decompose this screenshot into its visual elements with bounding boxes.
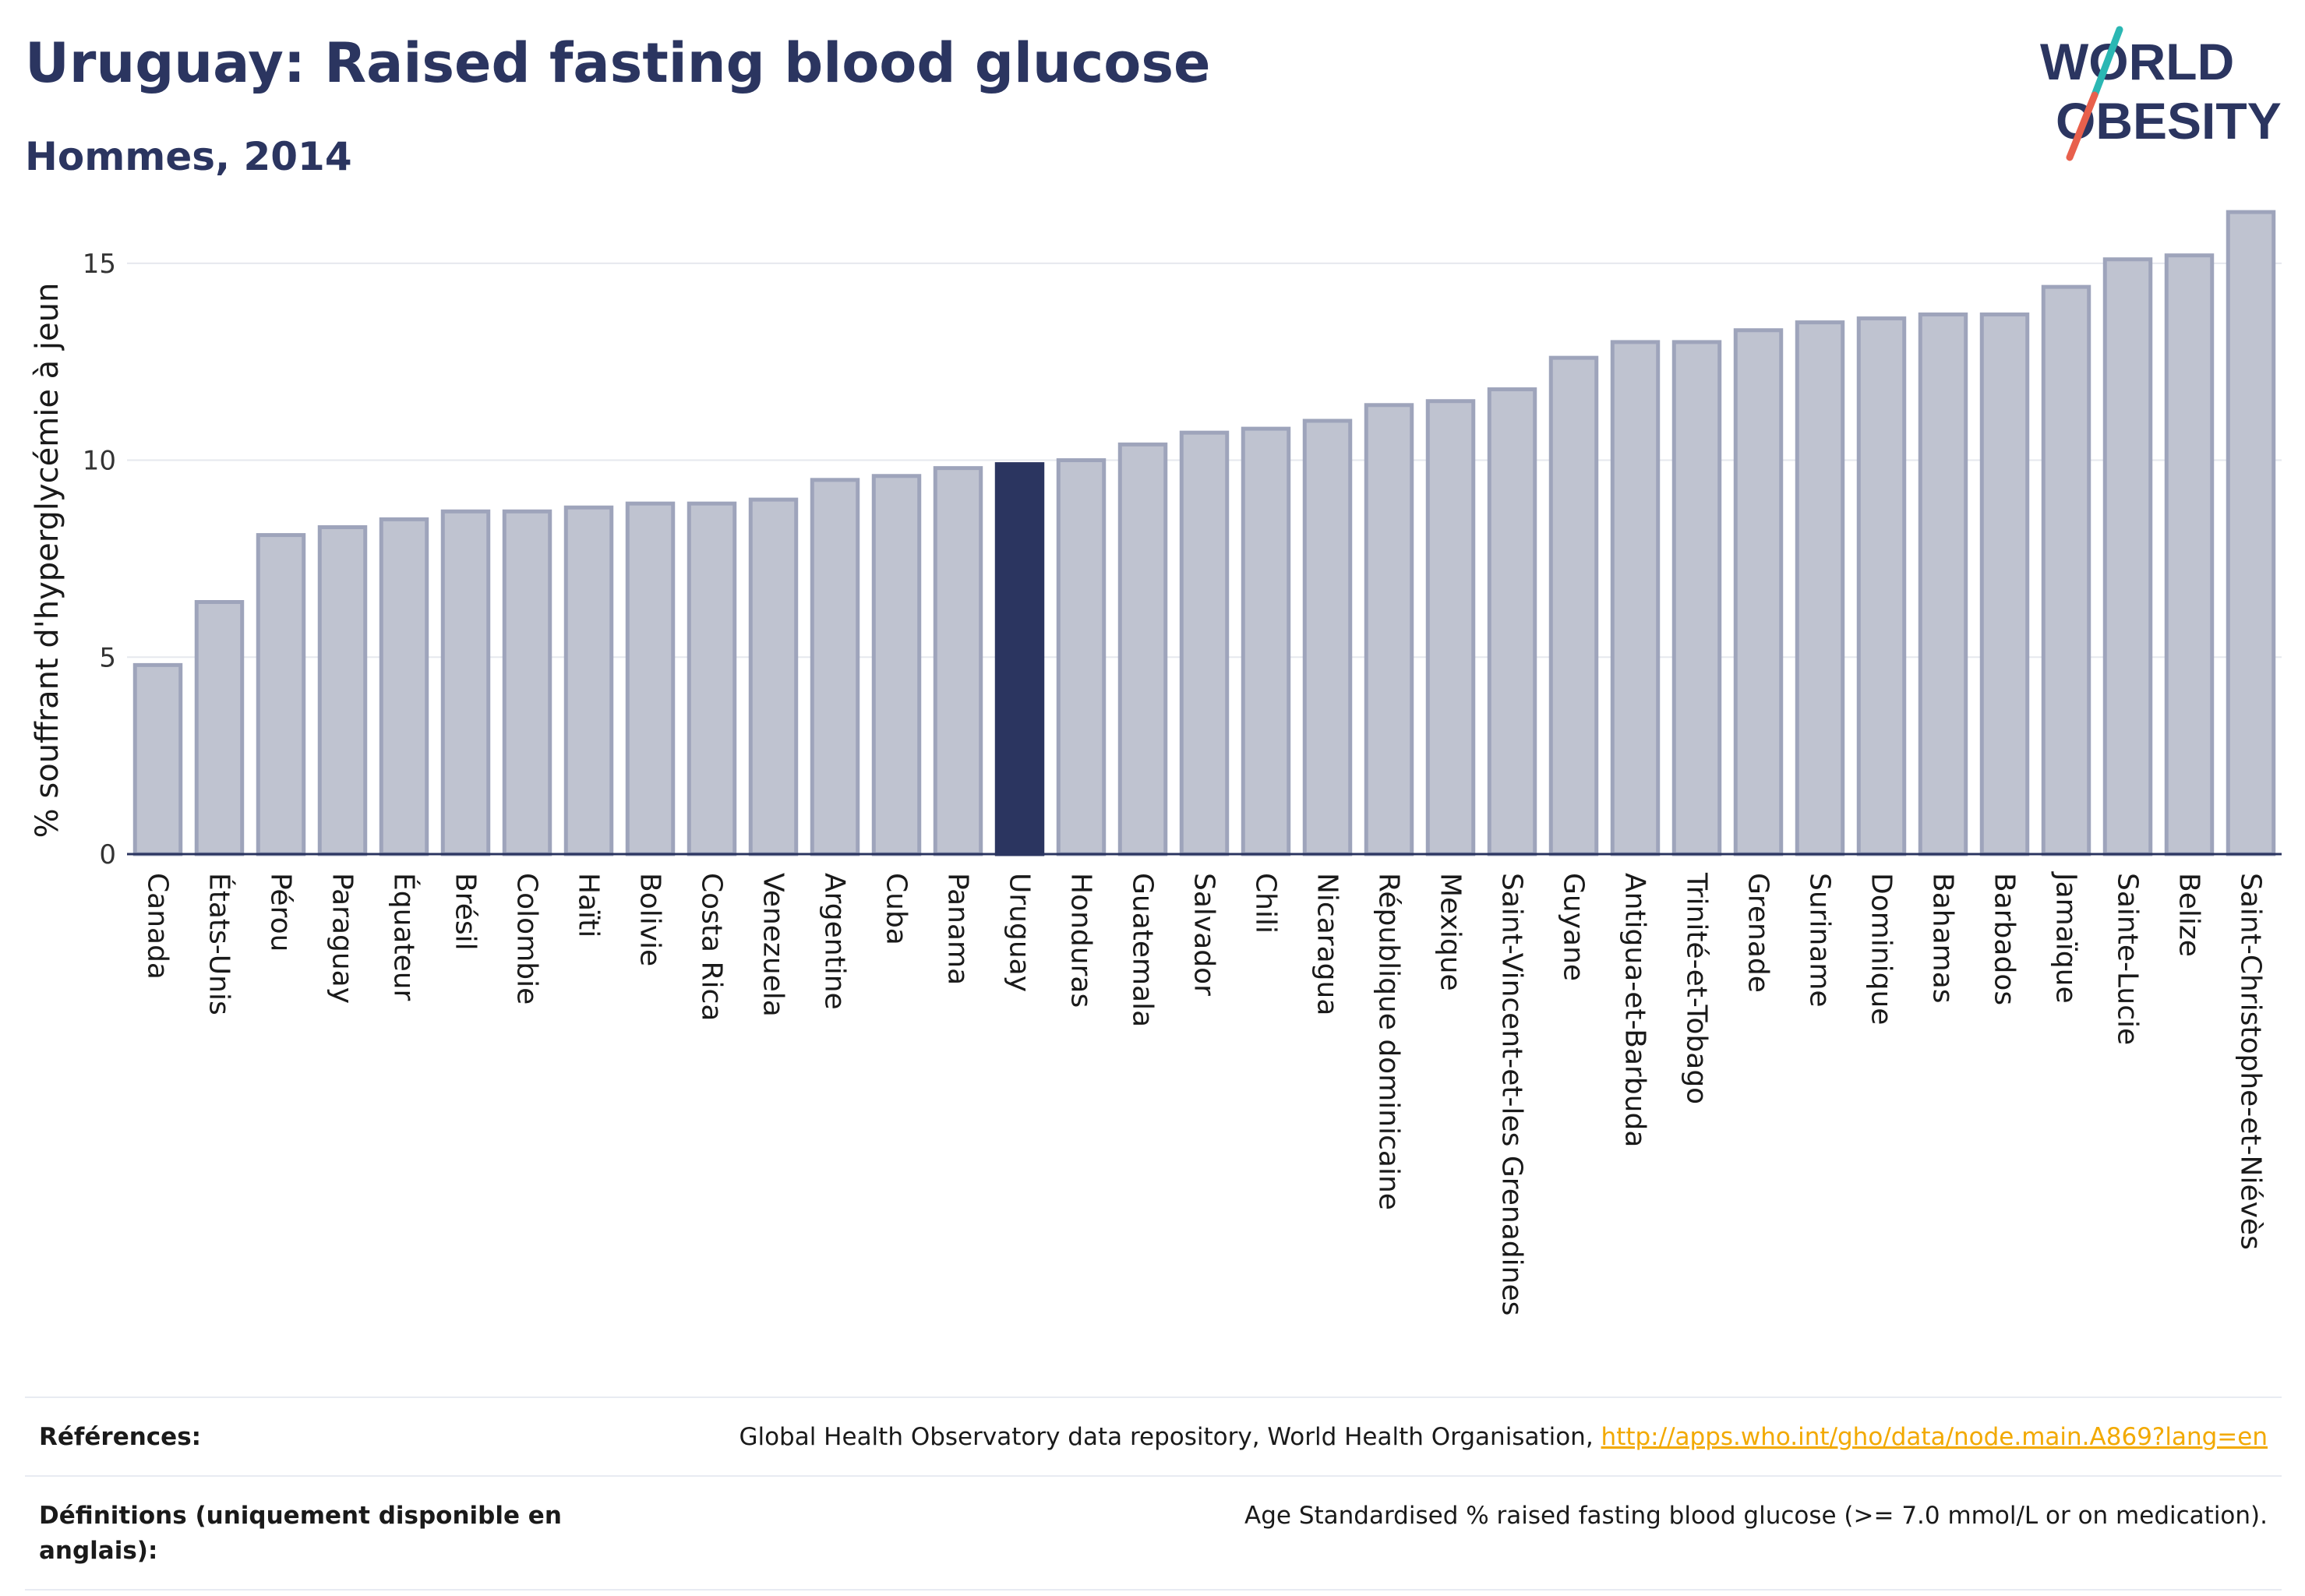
bar [1179,430,1230,856]
x-tick-label: Suriname [1804,873,1836,1008]
x-tick-label: Canada [142,873,174,980]
bar [563,505,614,856]
logo-line1: WORLD [2040,33,2234,90]
logo-slash-bottom [2066,91,2099,161]
bar [2226,210,2276,856]
x-tick-label: Nicaragua [1311,873,1343,1015]
chart-title: Uruguay: Raised fasting blood glucose [25,31,1211,95]
bar [1117,442,1168,856]
x-tick-label: Antigua-et-Barbuda [1619,873,1651,1147]
bar [1364,403,1414,856]
bar [1918,312,1968,856]
bar [933,466,983,856]
chart-subtitle: Hommes, 2014 [25,134,352,179]
bar [1302,418,1353,856]
definitions-value: Age Standardised % raised fasting blood … [1244,1501,2268,1530]
x-tick-label: Salvador [1188,873,1220,996]
x-tick-label: Guatemala [1127,873,1159,1027]
bar [687,501,737,856]
bar [379,517,429,856]
world-obesity-logo[interactable]: WORLD OBESITY [2026,23,2291,164]
x-tick-label: Colombie [511,873,543,1005]
x-tick-label: Venezuela [757,873,789,1017]
references-text: Global Health Observatory data repositor… [739,1423,1594,1451]
x-tick-label: Barbados [1989,873,2021,1005]
x-tick-label: République dominicaine [1373,873,1405,1210]
x-tick-label: Argentine [819,873,851,1010]
x-tick-label: Honduras [1065,873,1097,1008]
x-tick-label: Chili [1250,873,1282,934]
bar [1425,399,1476,856]
x-tick-label: Saint-Vincent-et-les Grenadines [1496,873,1528,1315]
x-tick-label: Saint-Christophe-et-Niévès [2235,873,2267,1250]
x-tick-label: Bahamas [1927,873,1959,1004]
bar [625,501,676,856]
x-tick-label: États-Unis [203,873,236,1015]
references-link[interactable]: http://apps.who.int/gho/data/node.main.A… [1601,1423,2268,1451]
bar [502,509,552,856]
y-tick-label: 15 [83,249,116,280]
x-tick-label: Paraguay [327,873,358,1004]
definitions-label: Définitions (uniquement disponible en an… [39,1501,562,1565]
x-tick-label: Belize [2173,873,2205,957]
x-tick-label: Trinité-et-Tobago [1681,872,1713,1104]
bar [1671,340,1722,856]
bar [2041,284,2091,856]
x-tick-label: Costa Rica [696,873,728,1021]
bar [1056,458,1107,856]
x-tick-label: Brésil [450,873,482,951]
x-tick-label: Jamaïque [2050,871,2082,1004]
references-row: Références: Global Health Observatory da… [25,1396,2282,1475]
bar [256,533,306,856]
x-tick-label: Mexique [1435,873,1467,991]
bar [994,462,1045,856]
logo-graphic: WORLD OBESITY [2040,26,2282,161]
y-tick-label: 0 [99,839,116,870]
y-tick-label: 5 [99,642,116,673]
bar [1548,355,1599,856]
x-tick-label: Guyane [1558,873,1590,981]
bar [871,474,922,856]
x-tick-label: Grenade [1742,873,1774,993]
bar [194,600,245,856]
y-axis-label: % souffrant d'hyperglycémie à jeun [30,283,65,839]
bar [810,478,860,856]
x-tick-label: Bolivie [634,873,666,966]
bar-chart: 0 5 10 15 % souffrant d'hyperglycémie à jeun… [30,210,2282,1315]
x-tick-label: Dominique [1866,873,1897,1025]
x-tick-label: Uruguay [1004,873,1036,992]
x-tick-label: Sainte-Lucie [2112,873,2144,1045]
bar [132,662,183,856]
bar [440,509,491,856]
bar [2102,257,2153,856]
bar [317,524,368,856]
bar [1856,316,1907,856]
references-value: Global Health Observatory data repositor… [739,1420,2268,1455]
references-label: Références: [39,1423,202,1451]
x-tick-label: Équateur [388,873,421,1001]
logo-slash-top [2091,26,2123,99]
references-table: Références: Global Health Observatory da… [25,1396,2282,1591]
bar [2164,253,2215,856]
bar [1795,320,1845,856]
x-tick-label: Cuba [881,873,912,945]
bar [1610,340,1661,856]
definitions-row: Définitions (uniquement disponible en an… [25,1474,2282,1591]
bar [1733,328,1784,856]
x-tick-label: Haïti [573,873,605,937]
y-tick-label: 10 [83,446,116,477]
bar [1241,426,1291,856]
x-tick-label: Panama [942,873,974,985]
bar [1487,387,1537,856]
bar [748,497,799,856]
bar [1979,312,2030,856]
x-tick-label: Pérou [265,873,297,952]
